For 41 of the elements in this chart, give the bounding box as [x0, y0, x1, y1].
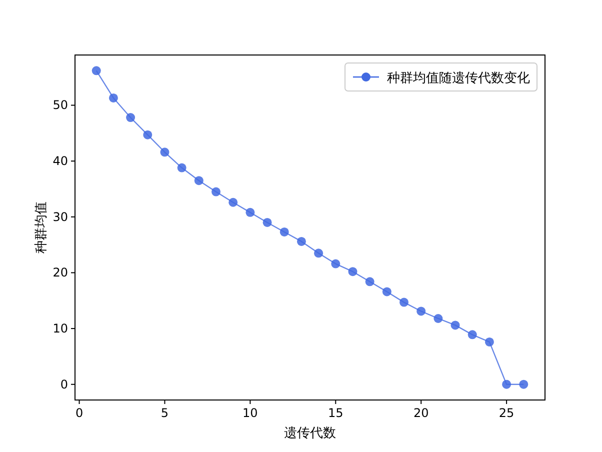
x-tick-label: 5	[160, 406, 169, 420]
point	[280, 227, 289, 236]
y-tick-label: 0	[60, 377, 68, 392]
x-axis-title: 遗传代数	[284, 426, 336, 441]
point	[416, 306, 426, 316]
x-tick-label: 20	[413, 406, 429, 420]
y-axis-title: 种群均值	[34, 202, 49, 254]
point	[434, 314, 443, 323]
y-tick-label: 40	[52, 154, 68, 168]
x-tick-label: 15	[328, 406, 344, 420]
y-tick-label: 50	[52, 98, 68, 112]
point	[365, 277, 374, 286]
point	[143, 130, 152, 140]
point	[177, 163, 186, 172]
point	[468, 330, 477, 340]
point	[108, 93, 118, 102]
y-tick-label: 10	[52, 322, 68, 336]
point	[160, 148, 170, 157]
point	[502, 380, 512, 389]
point	[314, 248, 324, 258]
point	[92, 66, 101, 76]
point	[484, 337, 494, 346]
point	[296, 236, 306, 246]
point	[262, 218, 272, 227]
point	[228, 198, 238, 207]
x-tick-label: 10	[242, 406, 258, 420]
point	[519, 380, 528, 389]
point	[450, 320, 460, 330]
x-tick-label: 25	[498, 406, 514, 420]
point	[348, 267, 358, 276]
y-tick-label: 20	[52, 266, 68, 280]
point	[400, 298, 408, 307]
y-tick-label: 30	[52, 210, 68, 224]
point	[212, 187, 220, 196]
point	[382, 287, 392, 296]
point	[331, 259, 340, 268]
point	[194, 176, 204, 186]
legend-label: 种群均值随遗传代数变化	[387, 71, 530, 86]
point	[246, 208, 255, 217]
point	[126, 113, 136, 122]
x-tick-label: 0	[75, 406, 84, 420]
